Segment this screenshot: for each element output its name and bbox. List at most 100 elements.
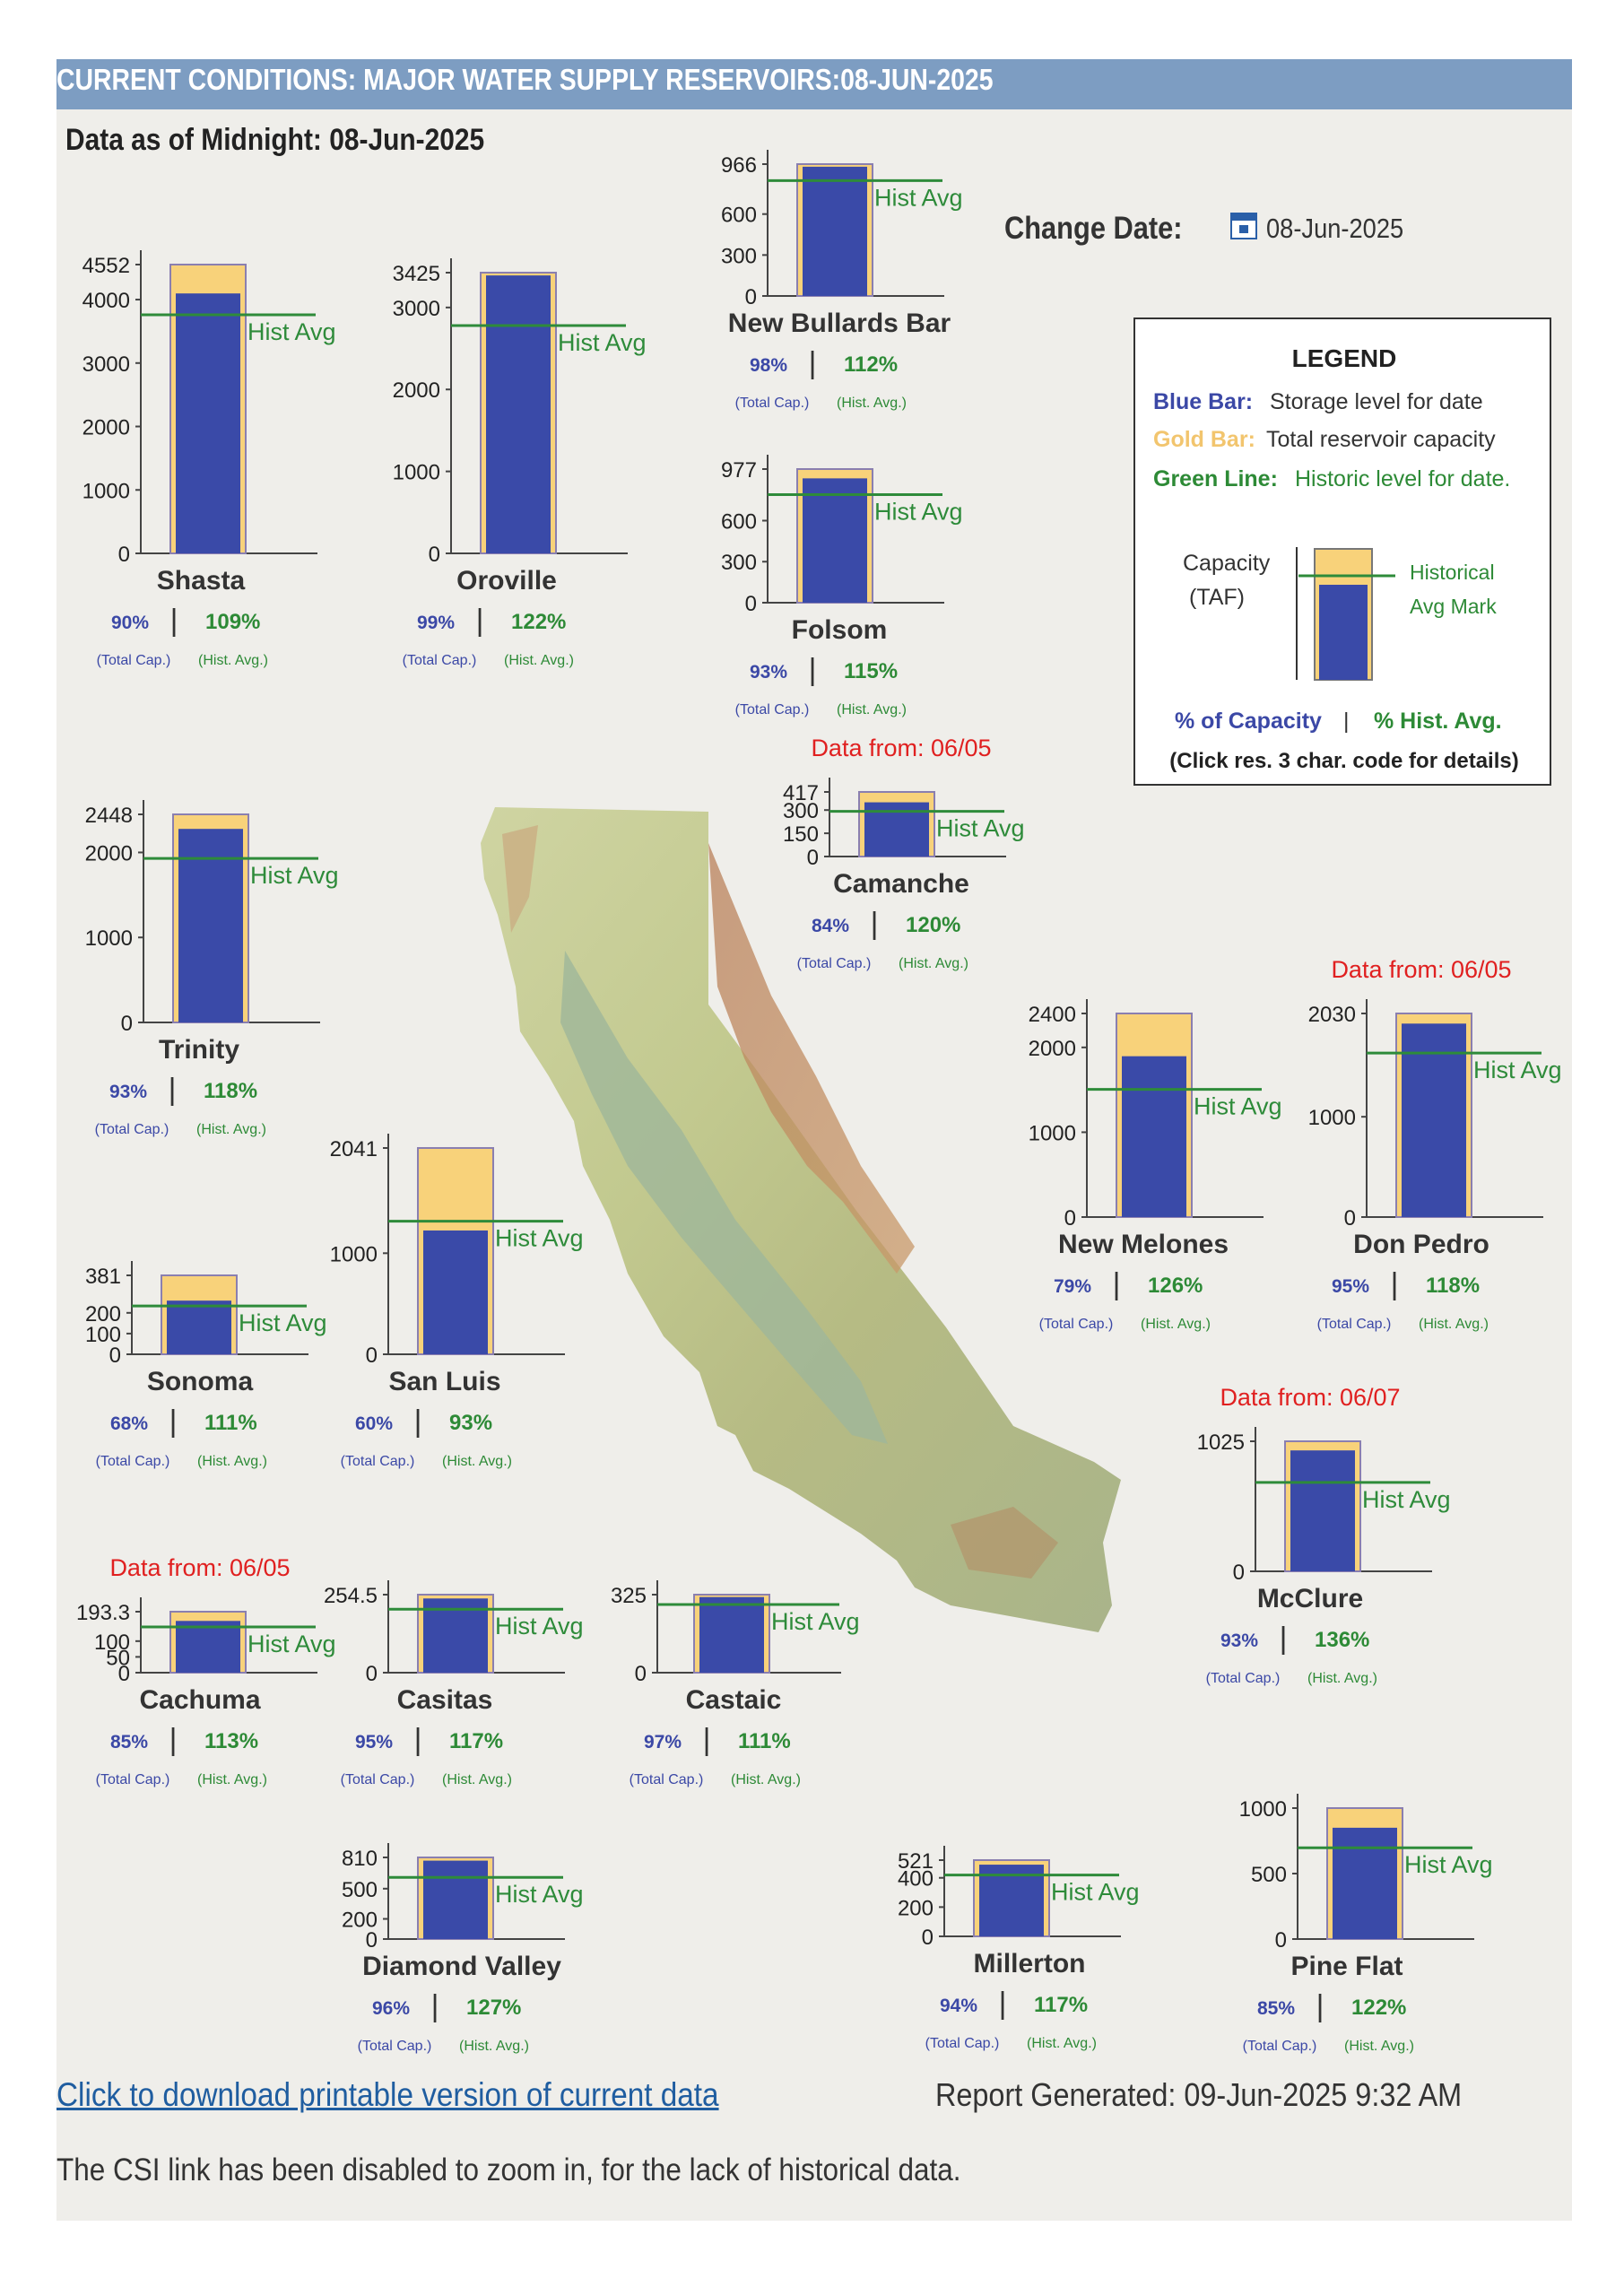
legend-sep: | — [1343, 709, 1350, 734]
san-luis-tick-label-0: 0 — [366, 1344, 378, 1368]
pine-flat-pct-sep: | — [1316, 1989, 1324, 2023]
legend-hist-mark-1: Historical — [1410, 561, 1495, 584]
shasta-total-cap-label: (Total Cap.) — [97, 653, 171, 668]
castaic-pct-capacity: 97% — [644, 1732, 682, 1752]
new-bullards-bar-tick-label-1: 300 — [721, 244, 757, 268]
shasta-name[interactable]: Shasta — [157, 566, 246, 596]
shasta-tick-label-4: 4000 — [83, 289, 130, 313]
cachuma-total-cap-label: (Total Cap.) — [96, 1772, 170, 1787]
new-bullards-bar-pct-hist: 112% — [844, 352, 898, 377]
folsom-name[interactable]: Folsom — [792, 615, 888, 645]
diamond-valley-storage-bar — [423, 1860, 488, 1939]
download-printable-link[interactable]: Click to download printable version of c… — [56, 2076, 719, 2113]
new-bullards-bar-hist-avg-label: Hist Avg — [874, 184, 963, 211]
millerton-tick-label-2: 400 — [898, 1867, 934, 1892]
diamond-valley-name[interactable]: Diamond Valley — [362, 1952, 561, 1981]
folsom-total-cap-label: (Total Cap.) — [735, 702, 810, 718]
pine-flat-tick-label-2: 1000 — [1239, 1797, 1287, 1822]
san-luis-hist-avg-small-label: (Hist. Avg.) — [442, 1454, 512, 1469]
pine-flat-tick-label-1: 500 — [1251, 1863, 1287, 1887]
mcclure-name[interactable]: McClure — [1257, 1584, 1363, 1613]
calendar-icon[interactable] — [1230, 213, 1257, 239]
cachuma-hist-avg-label: Hist Avg — [248, 1631, 336, 1657]
sonoma-pct-hist: 111% — [204, 1411, 257, 1435]
mcclure-total-cap-label: (Total Cap.) — [1206, 1671, 1281, 1686]
trinity-pct-capacity: 93% — [109, 1082, 147, 1102]
casitas-name[interactable]: Casitas — [397, 1685, 493, 1715]
mcclure-data-note: Data from: 06/07 — [1220, 1384, 1400, 1411]
sonoma-name[interactable]: Sonoma — [147, 1367, 254, 1396]
legend-gold-desc: Total reservoir capacity — [1266, 427, 1496, 452]
new-bullards-bar-name[interactable]: New Bullards Bar — [728, 309, 951, 338]
diamond-valley-hist-avg-label: Hist Avg — [495, 1881, 584, 1908]
camanche-tick-label-0: 0 — [807, 846, 819, 870]
castaic-hist-avg-small-label: (Hist. Avg.) — [731, 1772, 801, 1787]
pine-flat-total-cap-label: (Total Cap.) — [1243, 2039, 1317, 2054]
shasta-tick-label-2: 2000 — [83, 416, 130, 440]
cachuma-tick-label-2: 100 — [94, 1631, 130, 1655]
millerton-tick-label-1: 200 — [898, 1896, 934, 1920]
pine-flat-name[interactable]: Pine Flat — [1290, 1952, 1403, 1981]
don-pedro-tick-label-1: 1000 — [1308, 1106, 1356, 1130]
casitas-pct-capacity: 95% — [355, 1732, 393, 1752]
don-pedro-name[interactable]: Don Pedro — [1353, 1230, 1489, 1259]
san-luis-tick-label-1: 1000 — [330, 1242, 378, 1266]
san-luis-hist-avg-label: Hist Avg — [495, 1225, 584, 1252]
legend-pct-capacity: % of Capacity — [1175, 709, 1322, 734]
oroville-tick-label-2: 2000 — [393, 378, 440, 403]
oroville-tick-label-1: 1000 — [393, 461, 440, 485]
shasta-storage-bar — [176, 293, 240, 553]
san-luis-tick-label-2: 2041 — [330, 1137, 378, 1161]
camanche-pct-hist: 120% — [906, 913, 960, 937]
trinity-tick-label-3: 2448 — [85, 804, 133, 828]
don-pedro-total-cap-label: (Total Cap.) — [1317, 1317, 1392, 1332]
pine-flat-pct-capacity: 85% — [1257, 1998, 1295, 2019]
cachuma-pct-hist: 113% — [204, 1729, 258, 1753]
folsom-pct-capacity: 93% — [750, 662, 787, 683]
don-pedro-hist-avg-small-label: (Hist. Avg.) — [1419, 1317, 1489, 1332]
shasta-pct-sep: | — [170, 604, 178, 638]
cachuma-name[interactable]: Cachuma — [139, 1685, 260, 1715]
new-bullards-bar-tick-label-2: 600 — [721, 204, 757, 228]
change-date-value[interactable]: 08-Jun-2025 — [1266, 213, 1404, 244]
castaic-name[interactable]: Castaic — [686, 1685, 782, 1715]
oroville-hist-avg-small-label: (Hist. Avg.) — [504, 653, 574, 668]
folsom-pct-sep: | — [809, 653, 817, 687]
camanche-name[interactable]: Camanche — [833, 869, 969, 899]
castaic-pct-hist: 111% — [738, 1729, 791, 1753]
map-transverse-ranges — [951, 1507, 1058, 1578]
mcclure-pct-capacity: 93% — [1220, 1631, 1258, 1651]
shasta-pct-hist: 109% — [205, 610, 260, 634]
trinity-pct-hist: 118% — [204, 1079, 257, 1103]
legend-pct-hist: % Hist. Avg. — [1374, 709, 1502, 734]
san-luis-pct-sep: | — [414, 1405, 422, 1439]
diamond-valley-tick-label-1: 200 — [342, 1909, 378, 1933]
millerton-name[interactable]: Millerton — [974, 1949, 1086, 1979]
casitas-pct-hist: 117% — [449, 1729, 503, 1753]
oroville-name[interactable]: Oroville — [456, 566, 557, 596]
legend-click-note: (Click res. 3 char. code for details) — [1169, 749, 1518, 773]
new-melones-name[interactable]: New Melones — [1058, 1230, 1229, 1259]
oroville-tick-label-4: 3425 — [393, 262, 440, 286]
cachuma-tick-label-3: 193.3 — [76, 1601, 130, 1625]
folsom-tick-label-1: 300 — [721, 551, 757, 575]
millerton-tick-label-0: 0 — [922, 1926, 934, 1950]
millerton-storage-bar — [979, 1865, 1044, 1936]
diamond-valley-tick-label-0: 0 — [366, 1928, 378, 1952]
shasta-pct-capacity: 90% — [111, 613, 149, 633]
pine-flat-storage-bar — [1333, 1827, 1397, 1939]
trinity-tick-label-0: 0 — [121, 1012, 133, 1036]
trinity-name[interactable]: Trinity — [159, 1035, 239, 1065]
cachuma-tick-label-0: 0 — [118, 1662, 130, 1686]
san-luis-storage-bar — [423, 1230, 488, 1354]
folsom-storage-bar — [803, 478, 867, 603]
camanche-hist-avg-label: Hist Avg — [936, 815, 1025, 842]
new-melones-tick-label-0: 0 — [1064, 1206, 1076, 1231]
oroville-total-cap-label: (Total Cap.) — [403, 653, 477, 668]
folsom-hist-avg-label: Hist Avg — [874, 499, 963, 526]
casitas-tick-label-1: 254.5 — [324, 1584, 378, 1608]
san-luis-name[interactable]: San Luis — [388, 1367, 500, 1396]
sonoma-storage-bar — [167, 1300, 231, 1354]
legend-blue-desc: Storage level for date — [1270, 389, 1483, 414]
page-title: CURRENT CONDITIONS: MAJOR WATER SUPPLY R… — [56, 63, 994, 96]
